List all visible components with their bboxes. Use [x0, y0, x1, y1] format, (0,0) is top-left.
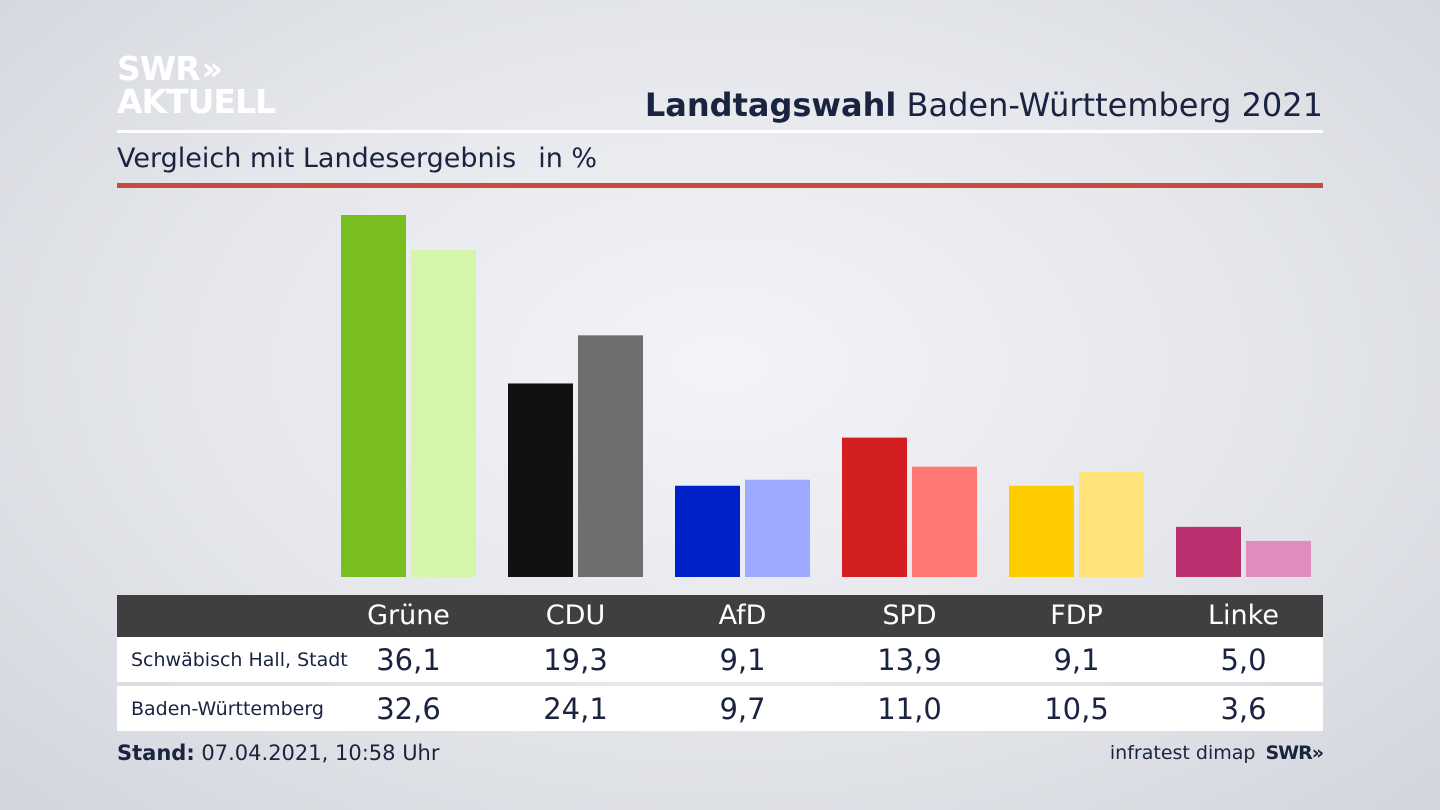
column-header-fdp: FDP: [1050, 600, 1103, 631]
column-header-afd: AfD: [718, 600, 767, 631]
page-title: Landtagswahl Baden-Württemberg 2021: [645, 86, 1323, 124]
value-linke-local: 5,0: [1220, 643, 1267, 677]
bar-afd-local: [675, 485, 740, 577]
table-header: Grüne CDU AfD SPD FDP Linke: [117, 595, 1323, 637]
logo-swr: SWR: [117, 49, 201, 88]
bar-fdp-local: [1009, 485, 1074, 577]
value-fdp-local: 9,1: [1053, 643, 1100, 677]
bar-linke-local: [1176, 526, 1241, 577]
stand-label: Stand:: [117, 741, 195, 765]
bar-linke-state: [1246, 540, 1311, 577]
source: infratest dimap SWR»: [1109, 742, 1324, 764]
column-header-spd: SPD: [882, 600, 937, 631]
value-fdp-state: 10,5: [1044, 692, 1109, 726]
column-header-linke: Linke: [1208, 600, 1279, 631]
row-label-local: Schwäbisch Hall, Stadt: [131, 649, 348, 671]
swr-aktuell-logo: SWR» AKTUELL: [117, 49, 276, 121]
bar-fdp-state: [1079, 471, 1144, 577]
value-afd-state: 9,7: [719, 692, 766, 726]
timestamp: Stand: 07.04.2021, 10:58 Uhr: [117, 741, 440, 765]
bar-grune-local: [341, 215, 406, 577]
title-rest: Baden-Württemberg 2021: [906, 86, 1324, 124]
accent-rule: [117, 183, 1323, 188]
value-linke-state: 3,6: [1220, 692, 1267, 726]
logo-aktuell: AKTUELL: [117, 82, 276, 121]
column-header-grune: Grüne: [367, 600, 450, 631]
header-divider: [117, 130, 1323, 133]
bar-spd-state: [912, 466, 977, 577]
chart-subtitle: Vergleich mit Landesergebnis in %: [117, 143, 597, 174]
row-label-state: Baden-Württemberg: [131, 698, 324, 720]
source-text: infratest dimap: [1109, 742, 1256, 764]
value-spd-state: 11,0: [877, 692, 942, 726]
bar-spd-local: [842, 437, 907, 577]
value-grune-state: 32,6: [376, 692, 441, 726]
table-row-local: Schwäbisch Hall, Stadt 36,1 19,3 9,1 13,9 9,…: [117, 637, 1323, 682]
unit-label: in %: [538, 143, 598, 174]
value-cdu-state: 24,1: [543, 692, 608, 726]
value-cdu-local: 19,3: [543, 643, 608, 677]
bar-cdu-state: [578, 335, 643, 577]
title-bold: Landtagswahl: [644, 86, 897, 124]
column-header-cdu: CDU: [545, 600, 606, 631]
value-grune-local: 36,1: [376, 643, 441, 677]
bar-grune-state: [411, 250, 476, 577]
value-spd-local: 13,9: [877, 643, 942, 677]
bar-cdu-local: [508, 383, 573, 577]
bar-afd-state: [745, 479, 810, 577]
value-afd-local: 9,1: [719, 643, 766, 677]
table-row-state: Baden-Württemberg 32,6 24,1 9,7 11,0 10,5 3,6: [117, 686, 1323, 731]
subtitle-text: Vergleich mit Landesergebnis: [117, 143, 517, 174]
swr-logo-small: SWR»: [1265, 742, 1324, 764]
results-table: Grüne CDU AfD SPD FDP Linke Schwäbisch Hall, …: [117, 595, 1323, 731]
stand-value: 07.04.2021, 10:58 Uhr: [201, 741, 440, 765]
